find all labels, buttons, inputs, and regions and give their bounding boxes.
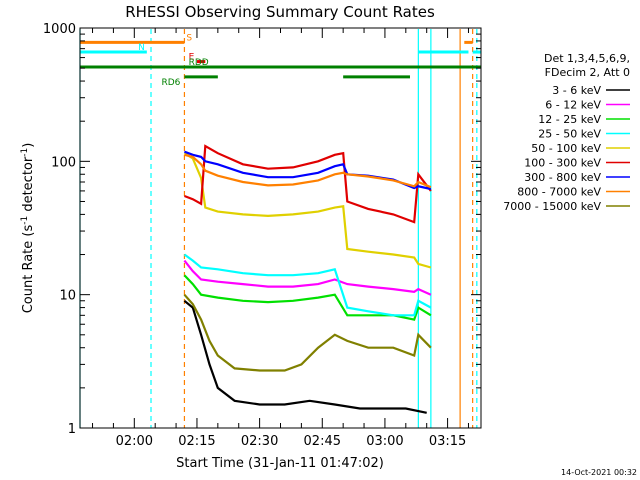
flag-label: E <box>189 53 195 63</box>
y-axis-ticks: 1 10 100 1000 <box>43 22 481 437</box>
x-axis-label: Start Time (31-Jan-11 01:47:02) <box>176 456 384 471</box>
x-tick-label: 02:00 <box>116 434 153 449</box>
legend-label: 6 - 12 keV <box>545 99 601 112</box>
series-line <box>184 144 432 224</box>
series-line <box>183 293 432 372</box>
series-line <box>184 150 432 191</box>
y-label-part2: detector <box>21 156 36 216</box>
y-label-sup2: -1 <box>20 148 30 157</box>
vertical-markers <box>79 29 478 428</box>
legend-label: 300 - 800 keV <box>524 171 601 184</box>
legend-label: 50 - 100 keV <box>531 142 601 155</box>
x-tick-label: 02:30 <box>241 434 278 449</box>
series-line <box>184 153 432 189</box>
series-line <box>183 299 427 414</box>
y-label-part1: Count Rate (s <box>21 225 36 314</box>
legend-header-1: Det 1,3,4,5,6,9, <box>544 52 630 65</box>
y-tick-label: 1000 <box>43 22 76 37</box>
legend-label: 3 - 6 keV <box>552 84 601 97</box>
x-tick-label: 02:45 <box>304 434 341 449</box>
series-line <box>183 253 432 317</box>
x-tick-label: 02:15 <box>178 434 215 449</box>
legend-label: 7000 - 15000 keV <box>503 200 601 213</box>
chart-title: RHESSI Observing Summary Count Rates <box>125 3 435 21</box>
y-tick-label: 1 <box>68 422 76 437</box>
plot-frame <box>79 27 482 429</box>
legend-label: 800 - 7000 keV <box>517 186 601 199</box>
y-axis-label: Count Rate (s-1 detector-1) <box>20 143 36 314</box>
generation-timestamp: 14-Oct-2021 00:32 <box>561 468 637 477</box>
series-line <box>183 259 432 296</box>
x-tick-label: 03:00 <box>366 434 403 449</box>
y-label-part3: ) <box>21 143 36 148</box>
series-layer <box>183 144 432 414</box>
x-tick-label: 03:15 <box>429 434 466 449</box>
y-tick-label: 10 <box>59 289 76 304</box>
flag-label: RD6 <box>162 78 181 88</box>
series-line <box>183 152 432 269</box>
y-tick-label: 100 <box>51 155 76 170</box>
legend-label: 12 - 25 keV <box>538 113 601 126</box>
x-axis-ticks: 02:00 02:15 02:30 02:45 03:00 03:15 <box>92 28 469 449</box>
y-label-sup1: -1 <box>20 216 30 225</box>
flag-label: S <box>186 33 192 43</box>
flag-label: N <box>138 43 145 53</box>
legend-label: 25 - 50 keV <box>538 128 601 141</box>
flag-label: RDD <box>189 58 209 68</box>
series-line <box>183 274 432 321</box>
legend: Det 1,3,4,5,6,9, FDecim 2, Att 0 3 - 6 k… <box>503 52 630 213</box>
legend-header-2: FDecim 2, Att 0 <box>545 66 630 79</box>
legend-label: 100 - 300 keV <box>524 157 601 170</box>
